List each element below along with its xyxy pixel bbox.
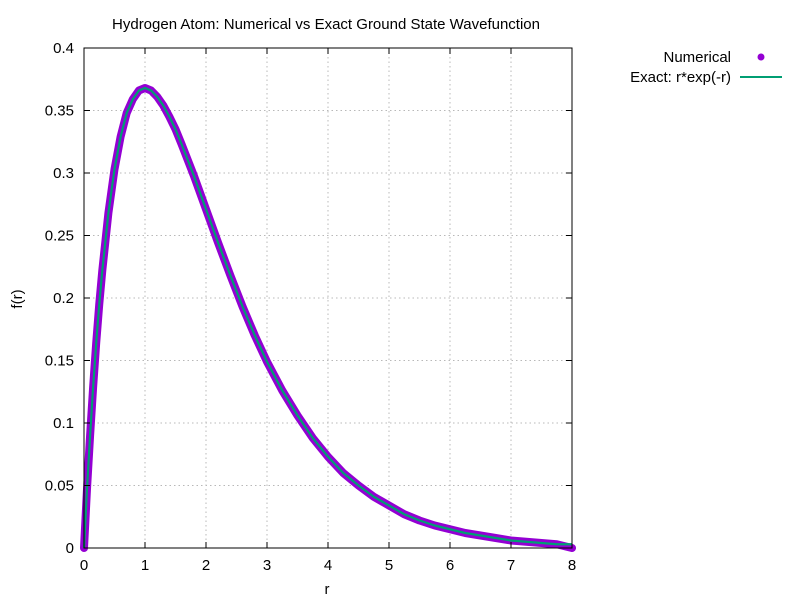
- chart-title: Hydrogen Atom: Numerical vs Exact Ground…: [112, 16, 540, 33]
- x-tick-label: 8: [568, 557, 576, 574]
- y-tick-label: 0: [66, 540, 74, 557]
- x-tick-label: 7: [507, 557, 515, 574]
- x-axis-label: r: [325, 581, 330, 598]
- y-axis-label: f(r): [9, 289, 26, 308]
- x-tick-label: 3: [263, 557, 271, 574]
- y-tick-label: 0.1: [53, 415, 74, 432]
- legend-label-numerical: Numerical: [663, 49, 731, 66]
- ticks: 0 1 2 3 4 5 6 7 8 0 0.05 0.1 0.15 0.2 0.25 0.3 0.35 0.4: [45, 40, 576, 574]
- legend-marker-numerical: [757, 53, 765, 61]
- exact-line: [82, 86, 572, 549]
- y-tick-label: 0.4: [53, 40, 74, 57]
- x-tick-label: 6: [446, 557, 454, 574]
- y-tick-label: 0.3: [53, 165, 74, 182]
- y-tick-label: 0.15: [45, 353, 74, 370]
- x-tick-label: 0: [80, 557, 88, 574]
- y-tick-label: 0.35: [45, 103, 74, 120]
- legend: Numerical Exact: r*exp(-r): [630, 49, 782, 86]
- x-tick-label: 5: [385, 557, 393, 574]
- series-layer: [80, 84, 576, 552]
- legend-label-exact: Exact: r*exp(-r): [630, 69, 731, 86]
- y-tick-label: 0.2: [53, 290, 74, 307]
- grid: [84, 48, 572, 548]
- x-tick-label: 1: [141, 557, 149, 574]
- x-tick-label: 4: [324, 557, 332, 574]
- y-tick-label: 0.25: [45, 228, 74, 245]
- x-tick-label: 2: [202, 557, 210, 574]
- y-tick-label: 0.05: [45, 478, 74, 495]
